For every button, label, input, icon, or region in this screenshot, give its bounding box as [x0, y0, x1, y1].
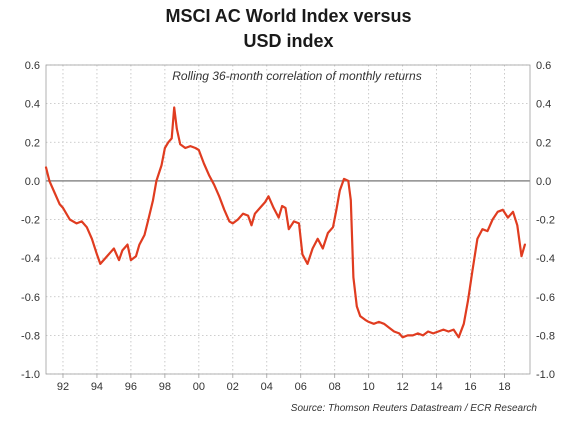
y-tick-label-left-7: -0.8: [21, 330, 40, 342]
x-tick-label-3: 98: [159, 381, 171, 393]
x-tick-label-1: 94: [91, 381, 103, 393]
x-tick-label-10: 12: [397, 381, 409, 393]
x-tick-label-12: 16: [464, 381, 476, 393]
x-tick-label-2: 96: [125, 381, 137, 393]
x-tick-label-4: 00: [193, 381, 205, 393]
y-tick-label-left-6: -0.6: [21, 292, 40, 304]
source-note: Source: Thomson Reuters Datastream / ECR…: [291, 403, 538, 414]
x-tick-label-0: 92: [57, 381, 69, 393]
y-tick-label-right-0: 0.6: [536, 60, 551, 72]
x-tick-label-11: 14: [430, 381, 442, 393]
x-axis: 92 94 96 98 00 02 04 06 08 10 12 14 16 18: [57, 374, 511, 393]
y-tick-label-left-0: 0.6: [25, 60, 40, 72]
y-tick-label-left-8: -1.0: [21, 369, 40, 381]
chart-title-line-2: USD index: [243, 31, 334, 51]
y-tick-label-left-5: -0.4: [21, 253, 40, 265]
correlation-series-line: [44, 106, 526, 339]
y-tick-label-right-1: 0.4: [536, 99, 551, 111]
y-tick-label-right-8: -1.0: [536, 369, 555, 381]
y-tick-label-right-2: 0.2: [536, 137, 551, 149]
x-tick-label-9: 10: [363, 381, 375, 393]
y-tick-label-left-4: -0.2: [21, 215, 40, 227]
y-tick-label-right-4: -0.2: [536, 215, 555, 227]
grid-lines: [46, 64, 530, 375]
chart-subtitle: Rolling 36-month correlation of monthly …: [172, 69, 421, 83]
y-tick-label-right-5: -0.4: [536, 253, 555, 265]
x-tick-label-5: 02: [227, 381, 239, 393]
plot-frame: [45, 64, 531, 375]
x-tick-label-8: 08: [329, 381, 341, 393]
chart-title: MSCI AC World Index versus USD index: [0, 4, 577, 54]
y-tick-label-left-1: 0.4: [25, 99, 40, 111]
x-tick-label-13: 18: [498, 381, 510, 393]
x-tick-label-6: 04: [261, 381, 273, 393]
y-tick-label-left-2: 0.2: [25, 137, 40, 149]
chart-title-line-1: MSCI AC World Index versus: [165, 6, 412, 26]
y-tick-label-right-7: -0.8: [536, 330, 555, 342]
y-tick-label-right-6: -0.6: [536, 292, 555, 304]
x-tick-label-7: 06: [295, 381, 307, 393]
y-tick-label-right-3: 0.0: [536, 176, 551, 188]
y-axis-right: 0.6 0.4 0.2 0.0 -0.2 -0.4 -0.6 -0.8 -1.0: [536, 60, 555, 381]
y-axis-left: 0.6 0.4 0.2 0.0 -0.2 -0.4 -0.6 -0.8 -1.0: [21, 60, 40, 381]
y-tick-label-left-3: 0.0: [25, 176, 40, 188]
